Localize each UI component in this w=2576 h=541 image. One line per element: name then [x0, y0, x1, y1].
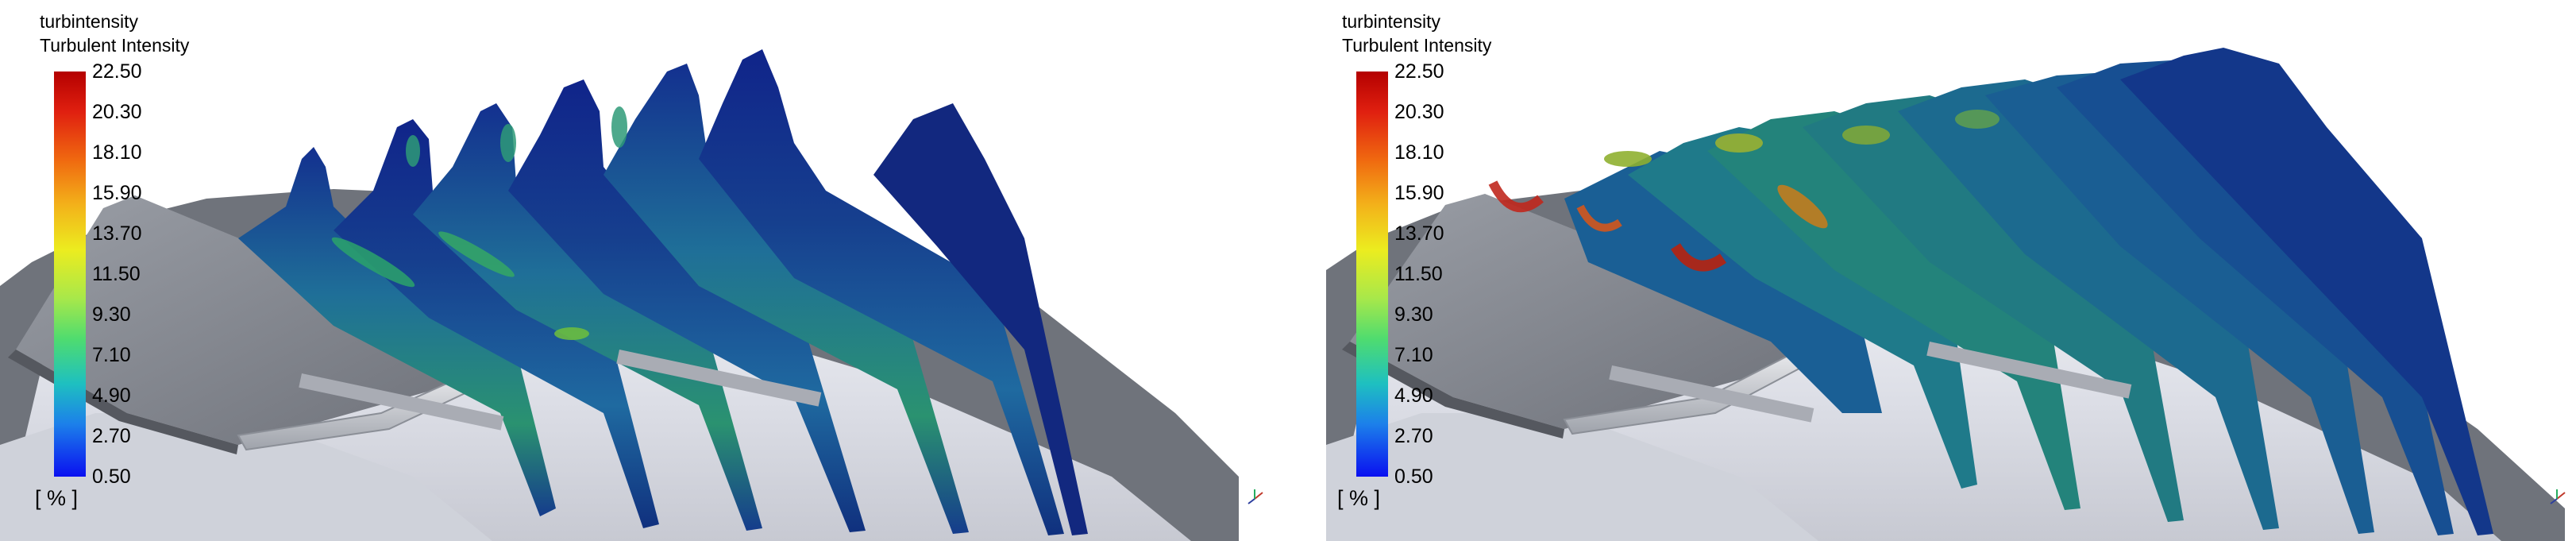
body-shadow	[1326, 413, 1818, 541]
colorbar-tick: 7.10	[92, 344, 131, 366]
legend-variable-name: turbintensity	[1342, 11, 1441, 32]
legend-title: Turbulent Intensity	[1342, 35, 1492, 56]
cfd-render-right	[1326, 48, 2565, 541]
colorbar-tick: 13.70	[92, 222, 142, 245]
colorbar-tick: 18.10	[1394, 141, 1444, 164]
colorbar-tick: 2.70	[1394, 425, 1433, 447]
colorbar-tick: 7.10	[1394, 344, 1433, 366]
colorbar-tick: 0.50	[92, 466, 131, 488]
colorbar-tick: 9.30	[1394, 303, 1433, 326]
colorbar-tick: 18.10	[92, 141, 142, 164]
plate-edge	[8, 350, 238, 454]
legend-title-block: turbintensity Turbulent Intensity	[40, 10, 189, 57]
turbulence-highlights	[1488, 110, 1999, 272]
colorbar-unit: [ % ]	[1337, 486, 1381, 510]
colorbar-unit: [ % ]	[35, 486, 79, 510]
axes-triad-icon[interactable]	[2547, 486, 2568, 507]
surface-ribs	[1609, 341, 2132, 423]
colorbar-tick: 22.50	[1394, 60, 1444, 83]
legend-title: Turbulent Intensity	[40, 35, 190, 56]
colorbar-tick: 20.30	[1394, 101, 1444, 123]
colorbar-tick: 11.50	[1394, 263, 1443, 285]
flat-plate	[16, 195, 508, 445]
colorbar-tick: 13.70	[1394, 222, 1444, 245]
colorbar-tick: 4.90	[92, 384, 131, 407]
colorbar-tick: 9.30	[92, 303, 131, 326]
contour-panel-right: turbintensity Turbulent Intensity 22.50 …	[1326, 0, 2565, 541]
contour-panel-left: turbintensity Turbulent Intensity 22.50 …	[0, 0, 1239, 541]
cfd-render-left	[0, 49, 1239, 541]
colorbar-tick: 0.50	[1394, 466, 1433, 488]
colorbar-tick: 11.50	[92, 263, 141, 285]
colorbar-tick: 20.30	[92, 101, 142, 123]
colorbar-tick: 2.70	[92, 425, 131, 447]
colorbar-tick: 4.90	[1394, 384, 1433, 407]
contour-slices	[238, 49, 1088, 535]
legend-title-block: turbintensity Turbulent Intensity	[1342, 10, 1491, 57]
axes-triad-icon[interactable]	[1245, 486, 1266, 507]
flat-plate	[1350, 194, 1834, 429]
colorbar	[1356, 71, 1388, 477]
turbulence-highlights	[331, 106, 627, 340]
plate-edge	[1342, 342, 1564, 439]
colorbar-tick: 15.90	[92, 182, 142, 204]
legend-variable-name: turbintensity	[40, 11, 139, 32]
colorbar-tick: 15.90	[1394, 182, 1444, 204]
surface-ribs	[299, 350, 822, 431]
colorbar-tick: 22.50	[92, 60, 142, 83]
colorbar	[54, 71, 86, 477]
body-shadow	[0, 413, 492, 541]
